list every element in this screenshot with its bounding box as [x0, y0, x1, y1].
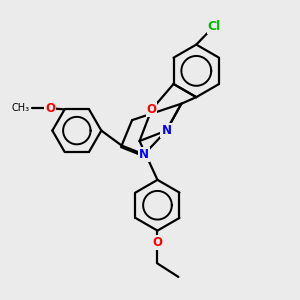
- Text: N: N: [161, 124, 171, 137]
- Text: O: O: [152, 236, 163, 249]
- Text: O: O: [146, 103, 157, 116]
- Text: Cl: Cl: [208, 20, 221, 33]
- Text: CH₃: CH₃: [11, 103, 30, 113]
- Text: N: N: [139, 148, 149, 161]
- Text: O: O: [45, 102, 55, 115]
